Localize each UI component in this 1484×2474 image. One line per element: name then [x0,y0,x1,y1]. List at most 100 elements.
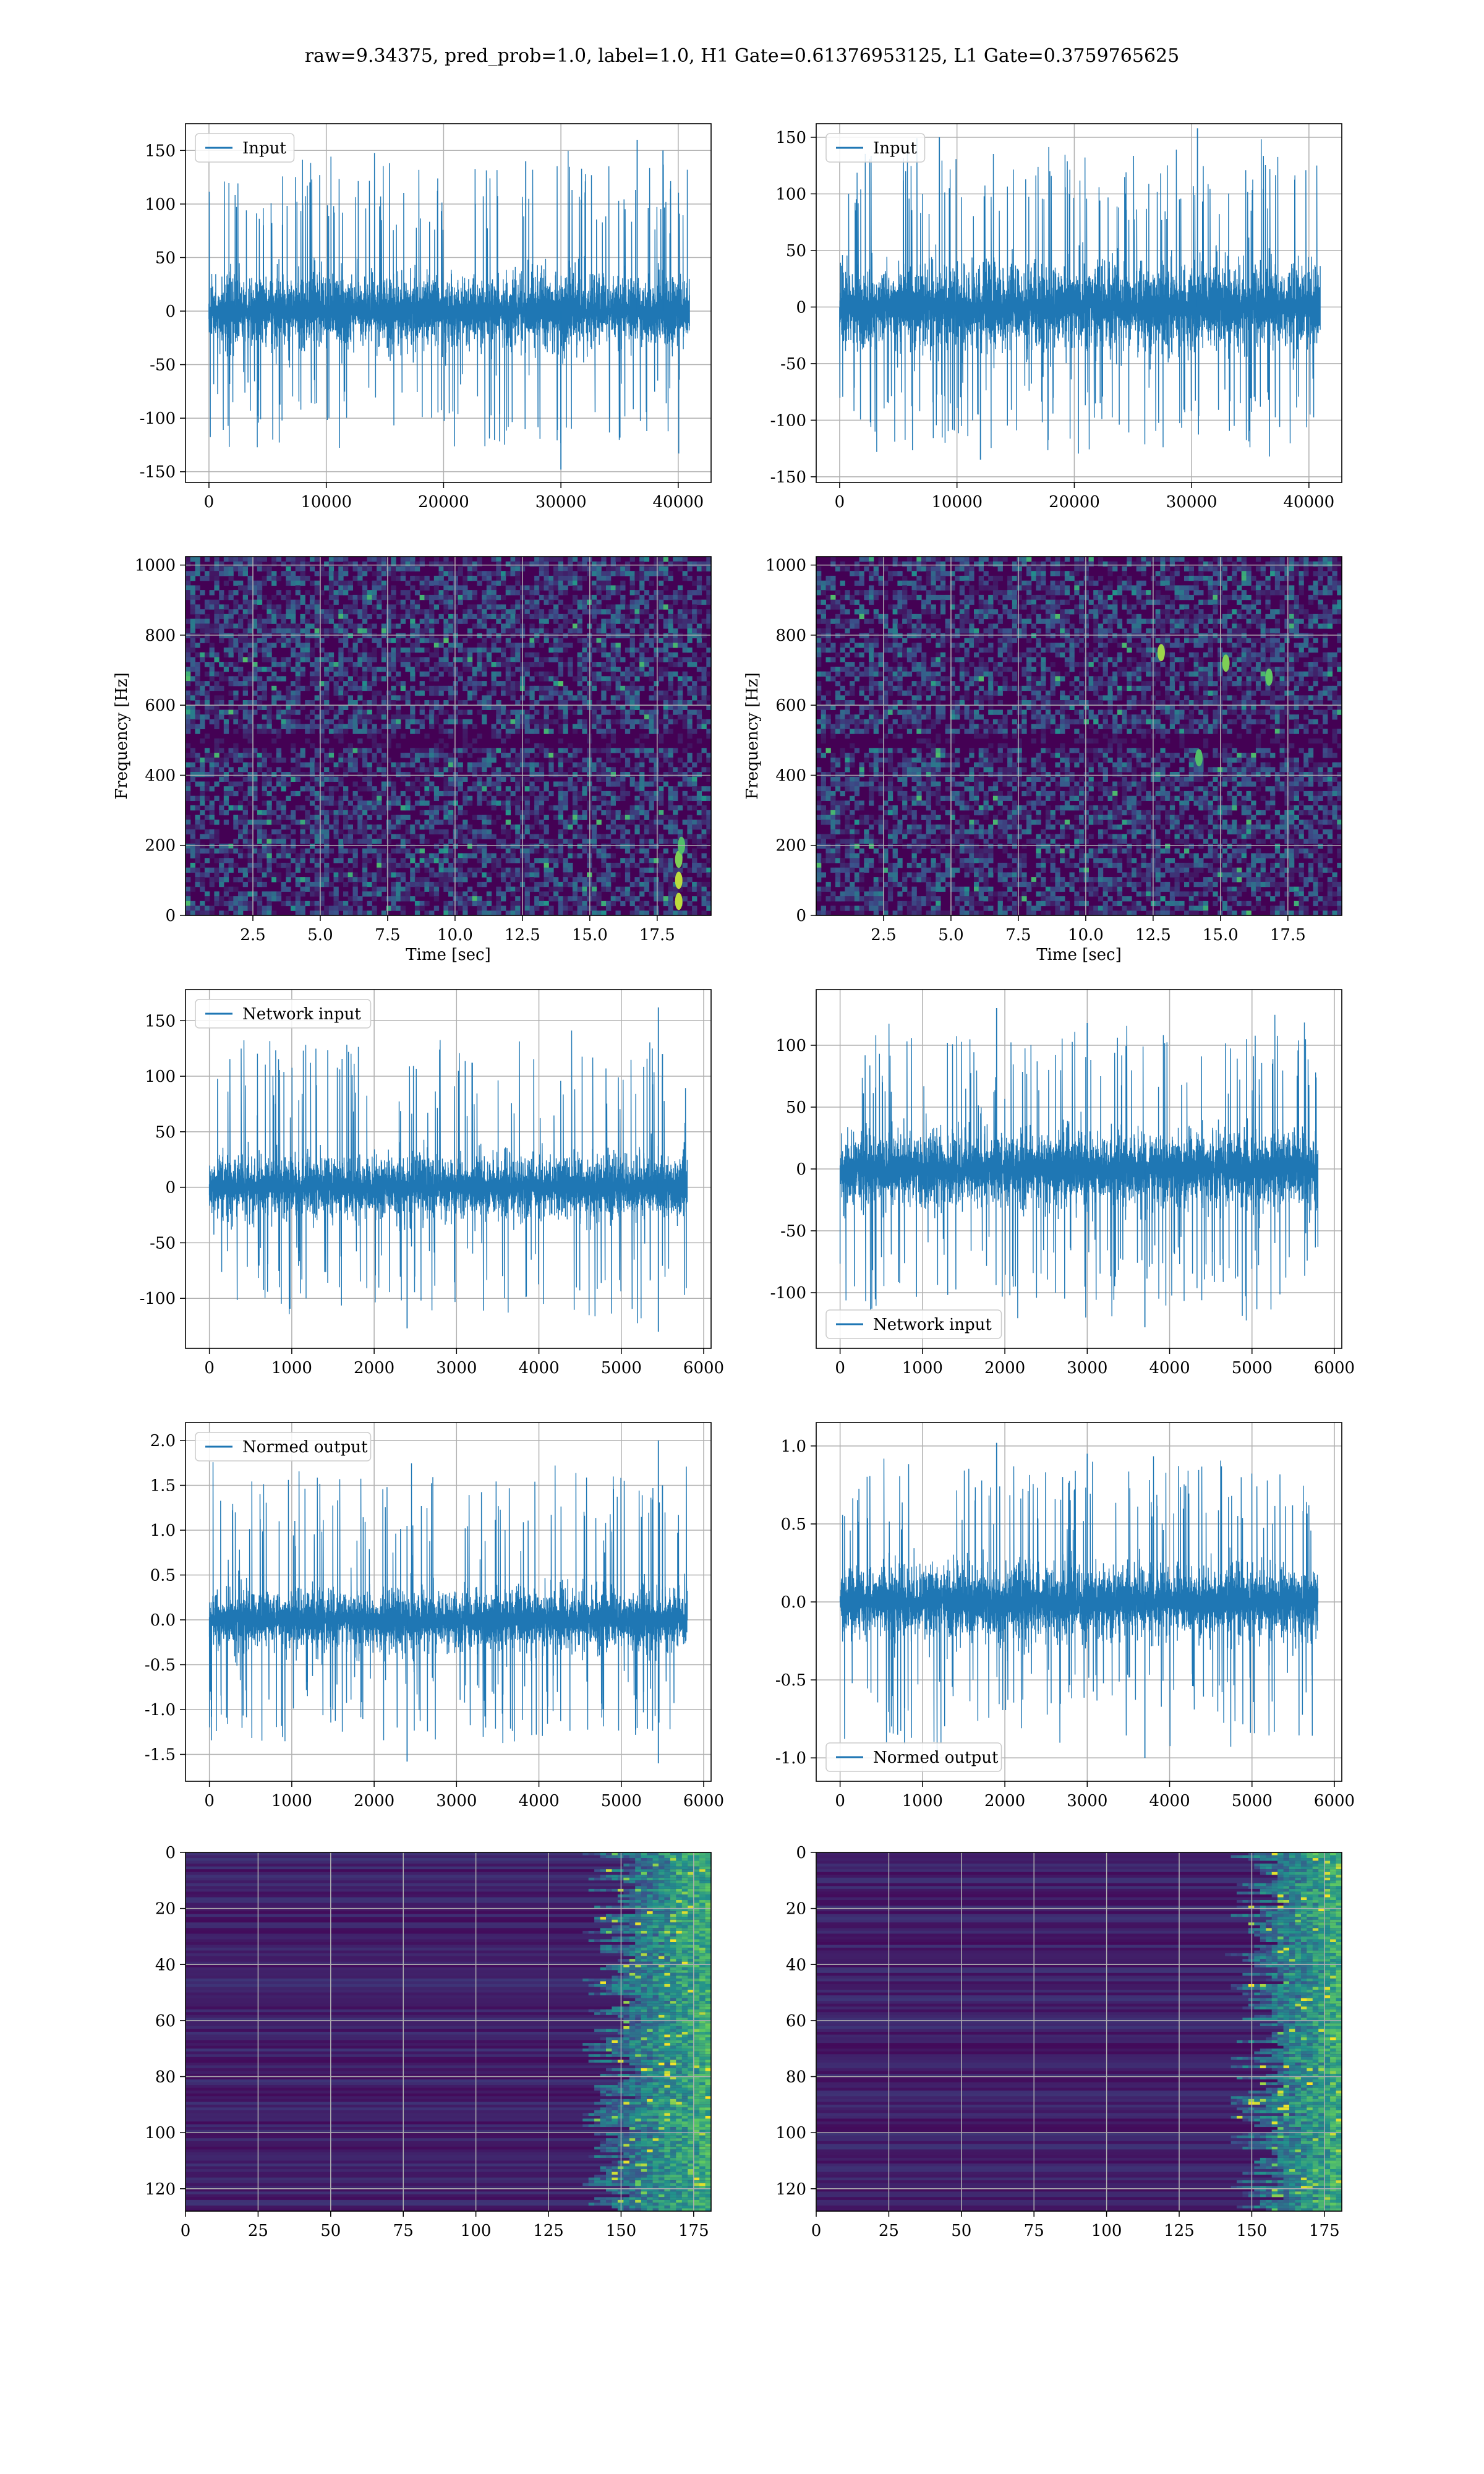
heatmap-cell [247,800,253,806]
heatmap-cell [453,681,458,687]
heatmap-cell [252,862,258,868]
heatmap-cell [634,762,640,768]
heatmap-cell [214,867,220,873]
heatmap-cell [286,877,291,883]
heatmap-cell [362,862,368,868]
heatmap-cell [242,844,248,849]
heatmap-cell [687,628,693,634]
heatmap-cell [429,820,435,825]
heatmap-cell [620,772,626,777]
heatmap-cell [649,709,654,715]
heatmap-cell [396,575,401,581]
heatmap-cell [572,748,578,753]
heatmap-cell [505,614,511,620]
subplot-spectrogram-h1: 2.5 5.0 7.5 10.0 12.5 15.0 17.5020040060080010… [113,556,712,964]
heatmap-cell [367,614,372,620]
heatmap-cell [324,685,330,691]
heatmap-cell [414,824,420,830]
heatmap-cell [663,867,668,873]
heatmap-cell [343,609,349,615]
heatmap-cell [634,704,640,710]
heatmap-cell [396,844,401,849]
heatmap-cell [333,599,339,605]
heatmap-cell [324,772,330,777]
heatmap-cell [634,618,640,624]
heatmap-cell [381,700,387,706]
heatmap-cell [328,594,335,601]
heatmap-cell [668,815,673,820]
heatmap-cell [252,772,258,777]
heatmap-cell [247,604,253,610]
heatmap-cell [539,762,545,768]
heatmap-cell [448,643,454,648]
heatmap-cell [692,609,697,615]
heatmap-cell [529,599,535,605]
heatmap-cell [305,652,310,657]
heatmap-cell [534,872,540,878]
heatmap-cell [620,753,626,758]
heatmap-cell [262,623,267,629]
heatmap-cell [816,580,822,586]
heatmap-cell [333,714,339,720]
heatmap-cell [328,676,335,682]
heatmap-cell [677,690,683,696]
heatmap-cell [209,662,215,667]
heatmap-cell [391,886,396,892]
heatmap-cell [286,901,291,907]
heatmap-cell [696,609,702,615]
heatmap-cell [701,867,707,873]
heatmap-cell [634,614,640,620]
heatmap-cell [352,729,358,734]
heatmap-cell [649,824,654,830]
heatmap-cell [348,858,353,863]
heatmap-cell [271,738,277,744]
heatmap-cell [534,700,540,706]
heatmap-cell [386,662,391,667]
heatmap-cell [692,729,697,734]
heatmap-cell [544,719,549,725]
heatmap-cell [276,575,282,581]
heatmap-cell [343,638,349,643]
heatmap-cell [625,685,631,691]
heatmap-cell [300,643,305,648]
heatmap-cell [529,844,535,849]
heatmap-cell [391,862,396,868]
heatmap-cell [505,657,511,662]
heatmap-cell [668,872,673,878]
heatmap-cell [501,571,506,576]
heatmap-cell [343,910,349,916]
heatmap-cell [362,800,368,806]
heatmap-cell [186,681,191,687]
heatmap-cell [529,604,535,610]
heatmap-cell [625,729,631,734]
heatmap-cell [625,867,631,873]
heatmap-cell [295,604,301,610]
heatmap-cell [286,609,291,615]
heatmap-cell [200,772,205,777]
heatmap-cell [596,571,602,576]
heatmap-cell [610,671,616,677]
heatmap-cell [396,896,401,902]
heatmap-cell [271,557,277,562]
heatmap-cell [228,700,234,706]
heatmap-cell [429,690,435,696]
heatmap-cell [654,753,659,758]
heatmap-cell [271,891,277,897]
heatmap-cell [548,575,554,581]
heatmap-cell [419,557,425,562]
heatmap-cell [654,714,659,720]
heatmap-cell [324,795,330,801]
heatmap-cell [663,753,668,758]
heatmap-cell [419,704,425,710]
heatmap-cell [291,623,296,629]
heatmap-cell [214,901,220,907]
heatmap-cell [300,753,305,758]
heatmap-cell [534,652,540,657]
heatmap-cell [596,762,602,768]
heatmap-cell [491,671,497,677]
heatmap-cell [548,671,554,677]
heatmap-cell [233,561,239,567]
heatmap-cell [247,638,253,643]
heatmap-cell [548,685,554,691]
heatmap-cell [634,666,640,672]
